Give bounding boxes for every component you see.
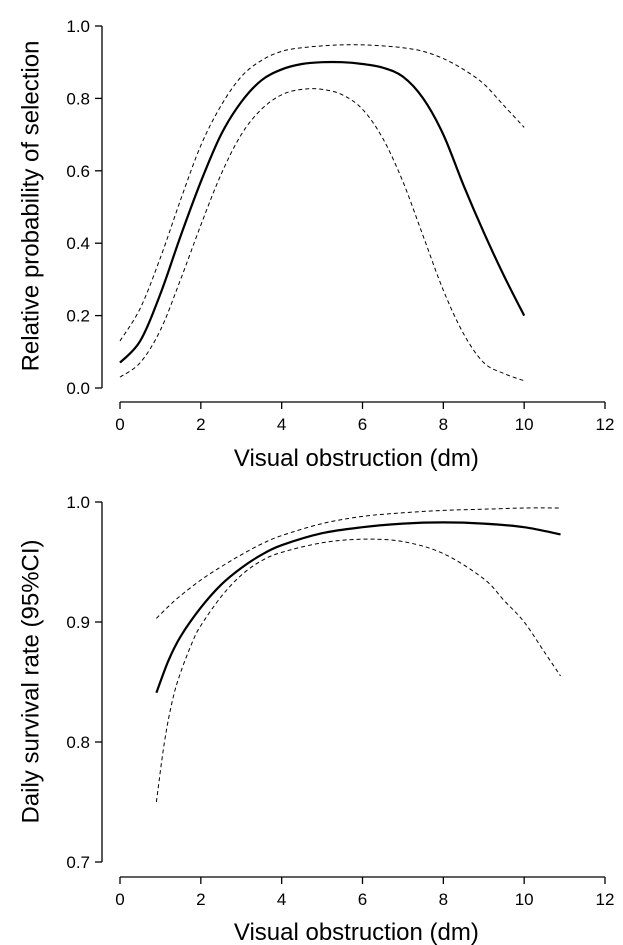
confidence-bound-line [119,44,525,342]
x-tick-label: 4 [277,890,286,909]
y-tick-label: 1.0 [66,17,90,36]
y-tick-label: 0.6 [66,162,90,181]
x-tick-label: 8 [439,415,448,434]
x-tick-label: 2 [196,415,205,434]
x-tick-label: 0 [115,890,124,909]
fitted-line [119,60,526,364]
y-tick-label: 1.0 [66,493,90,512]
confidence-bound-line [156,507,561,619]
x-tick-label: 0 [115,415,124,434]
x-tick-label: 8 [439,890,448,909]
x-tick-label: 4 [277,415,286,434]
fitted-line [155,521,561,694]
y-tick-label: 0.8 [66,733,90,752]
y-tick-label: 0.2 [66,307,90,326]
y-tick-label: 0.8 [66,89,90,108]
selection-probability-panel: 0.0 0.2 0.4 0.6 0.8 1.0 0 2 4 6 8 10 12 Visual obst… [17,17,614,472]
series-layer [155,507,561,803]
y-tick-label: 0.4 [66,234,90,253]
x-tick-label: 10 [515,890,534,909]
y-axis-label: Daily survival rate (95%CI) [17,539,44,823]
y-tick-label: 0.7 [66,853,90,872]
y-ticks: 0.7 0.8 0.9 1.0 [66,493,102,872]
daily-survival-panel: 0.7 0.8 0.9 1.0 0 2 4 6 8 10 12 Visual obstructio… [17,493,614,945]
x-tick-label: 12 [596,415,615,434]
x-tick-label: 10 [515,415,534,434]
y-axis-label: Relative probability of selection [17,41,44,372]
y-tick-label: 0.9 [66,613,90,632]
x-tick-label: 12 [596,890,615,909]
confidence-bound-line [155,538,561,803]
y-ticks: 0.0 0.2 0.4 0.6 0.8 1.0 [66,17,102,398]
x-tick-label: 6 [358,890,367,909]
y-tick-label: 0.0 [66,379,90,398]
x-tick-label: 6 [358,415,367,434]
x-axis-label: Visual obstruction (dm) [234,919,479,945]
x-tick-label: 2 [196,890,205,909]
x-axis-label: Visual obstruction (dm) [234,445,479,472]
x-ticks: 0 2 4 6 8 10 12 [115,402,614,434]
x-ticks: 0 2 4 6 8 10 12 [115,877,614,909]
series-layer [119,44,526,382]
confidence-bound-line [119,88,525,382]
